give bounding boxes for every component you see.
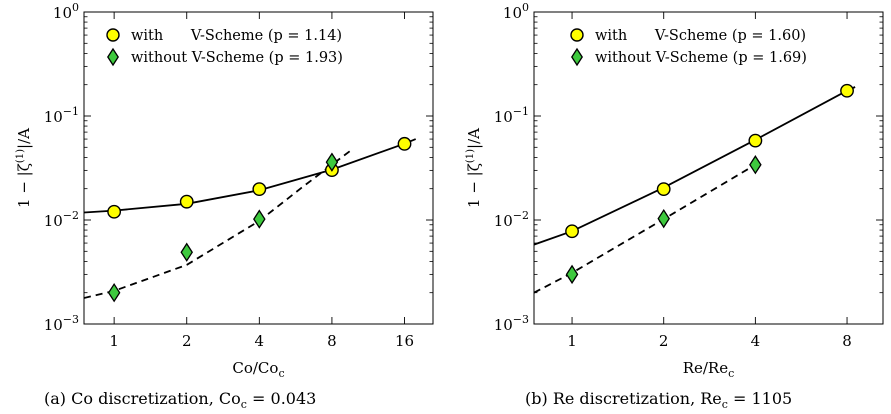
series-1-point <box>325 152 339 172</box>
x-tick-label: 4 <box>255 332 265 350</box>
legend-entry: with V-Scheme (p = 1.60) <box>595 28 806 44</box>
figure-caption: (b) Re discretization, Rec = 1105 <box>525 389 792 411</box>
chart-panel-b: 10−3 10−2 10−1 100 1 2 4 8 with V-Scheme (p = 1.… <box>465 1 884 411</box>
x-tick-label: 8 <box>842 332 852 350</box>
x-tick-label: 1 <box>109 332 119 350</box>
series-1-fit-line <box>534 163 756 294</box>
series-0-point <box>748 133 763 148</box>
series-1-point <box>749 155 762 175</box>
figure-caption: (a) Co discretization, Coc = 0.043 <box>44 389 316 411</box>
legend-marker-diamond <box>107 47 119 67</box>
axes-frame <box>83 11 434 325</box>
x-axis-label: Re/Rec <box>683 359 735 380</box>
y-axis-label: 1 − |ζ(1)|/A <box>15 128 33 208</box>
minor-ticks <box>84 16 433 294</box>
minor-ticks <box>534 16 883 294</box>
x-tick-label: 2 <box>659 332 669 350</box>
series-1-point <box>107 282 121 303</box>
x-axis-label: Co/Coc <box>232 359 284 380</box>
chart-panel-a: 10−3 10−2 10−1 100 1 2 4 8 16 with V-Scheme (p = … <box>15 1 434 411</box>
y-tick-label: 100 <box>53 1 79 22</box>
y-tick-label: 10−3 <box>494 313 529 334</box>
x-tick-label: 2 <box>182 332 192 350</box>
legend-entry: with V-Scheme (p = 1.14) <box>131 28 342 44</box>
y-axis-label: 1 − |ζ(1)|/A <box>465 128 483 208</box>
series-0-point <box>565 224 579 239</box>
legend-marker-circle <box>106 28 120 42</box>
series-1-fit-line <box>84 150 351 299</box>
legend-entry: without V-Scheme (p = 1.93) <box>131 50 343 66</box>
x-tick-label: 8 <box>327 332 337 350</box>
x-tick-label: 16 <box>395 332 414 350</box>
series-1-point <box>253 209 266 229</box>
x-tick-label: 4 <box>751 332 761 350</box>
series-0-point <box>179 194 194 209</box>
series-1-point <box>565 264 579 285</box>
series-0-point <box>107 204 122 219</box>
series-1-point <box>657 208 670 229</box>
y-tick-label: 10−1 <box>494 105 529 126</box>
legend-marker-circle <box>570 28 584 42</box>
y-tick-label: 10−2 <box>494 209 529 230</box>
series-1-point <box>180 242 194 262</box>
axes-frame <box>533 11 884 325</box>
legend-entry: without V-Scheme (p = 1.69) <box>595 50 807 66</box>
series-0-fit-line <box>84 138 417 214</box>
y-tick-label: 100 <box>503 1 529 22</box>
series-0-point <box>252 182 267 197</box>
series-0-fit-line <box>534 86 856 246</box>
x-tick-label: 1 <box>567 332 577 350</box>
series-0-point <box>656 182 671 197</box>
legend-marker-diamond <box>571 47 583 67</box>
y-tick-label: 10−2 <box>44 209 79 230</box>
y-tick-label: 10−1 <box>44 105 79 126</box>
y-tick-label: 10−3 <box>44 313 79 334</box>
series-0-point <box>397 136 412 151</box>
series-0-point <box>840 83 854 98</box>
